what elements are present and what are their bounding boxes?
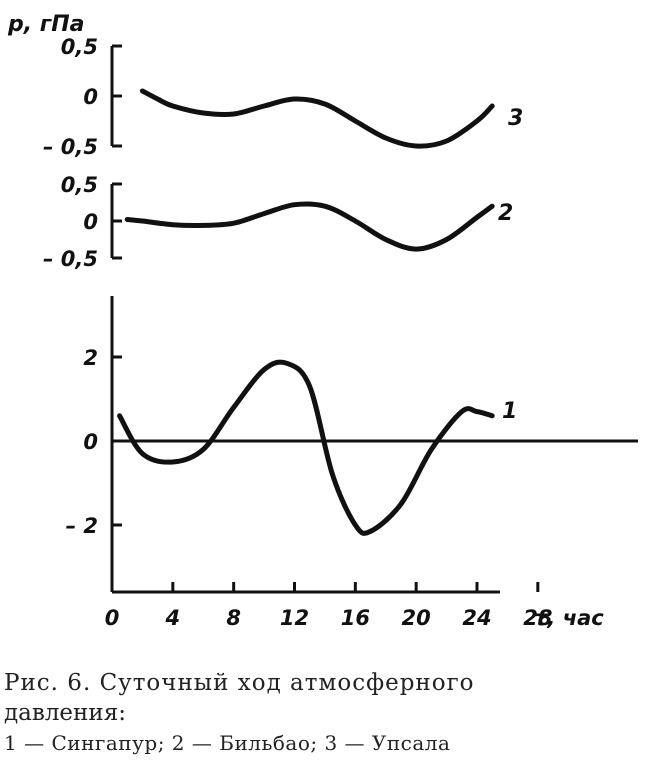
caption-line-2: давления: (4, 700, 126, 726)
y-tick-label-panel-1: 0 (83, 430, 98, 454)
y-tick-label-panel-2: 0,5 (61, 173, 98, 197)
x-tick-label: 0 (105, 606, 120, 630)
caption-line-3: 1 — Сингапур; 2 — Бильбао; 3 — Упсала (4, 731, 451, 755)
x-tick-label: 16 (341, 606, 370, 630)
y-tick-label-panel-3: 0,5 (61, 35, 98, 59)
x-tick-label: 4 (165, 606, 181, 630)
x-tick-label: 12 (280, 606, 309, 630)
series-line-2 (124, 201, 495, 252)
series-label-1: 1 (502, 399, 517, 424)
y-tick-label-panel-2: – 0,5 (43, 247, 98, 271)
x-axis-title: τ, час (534, 606, 604, 630)
figure-caption: Рис. 6. Суточный ход атмосферного давлен… (4, 668, 660, 758)
series-line-1 (117, 359, 495, 536)
y-axis-title: p, гПа (7, 12, 85, 37)
x-tick-label: 28 (523, 606, 552, 630)
caption-line-1: Рис. 6. Суточный ход атмосферного (4, 670, 475, 696)
series-line-3 (139, 88, 495, 149)
y-tick-label-panel-3: – 0,5 (43, 135, 98, 159)
x-tick-label: 20 (402, 606, 431, 630)
y-tick-label-panel-1: 2 (83, 346, 98, 370)
y-tick-label-panel-2: 0 (83, 210, 98, 234)
series-label-3: 3 (508, 106, 523, 131)
x-tick-label: 8 (226, 606, 241, 630)
x-tick-label: 24 (462, 606, 491, 630)
y-tick-label-panel-3: 0 (83, 85, 98, 109)
series-label-2: 2 (498, 201, 513, 226)
y-tick-label-panel-1: – 2 (66, 514, 98, 538)
